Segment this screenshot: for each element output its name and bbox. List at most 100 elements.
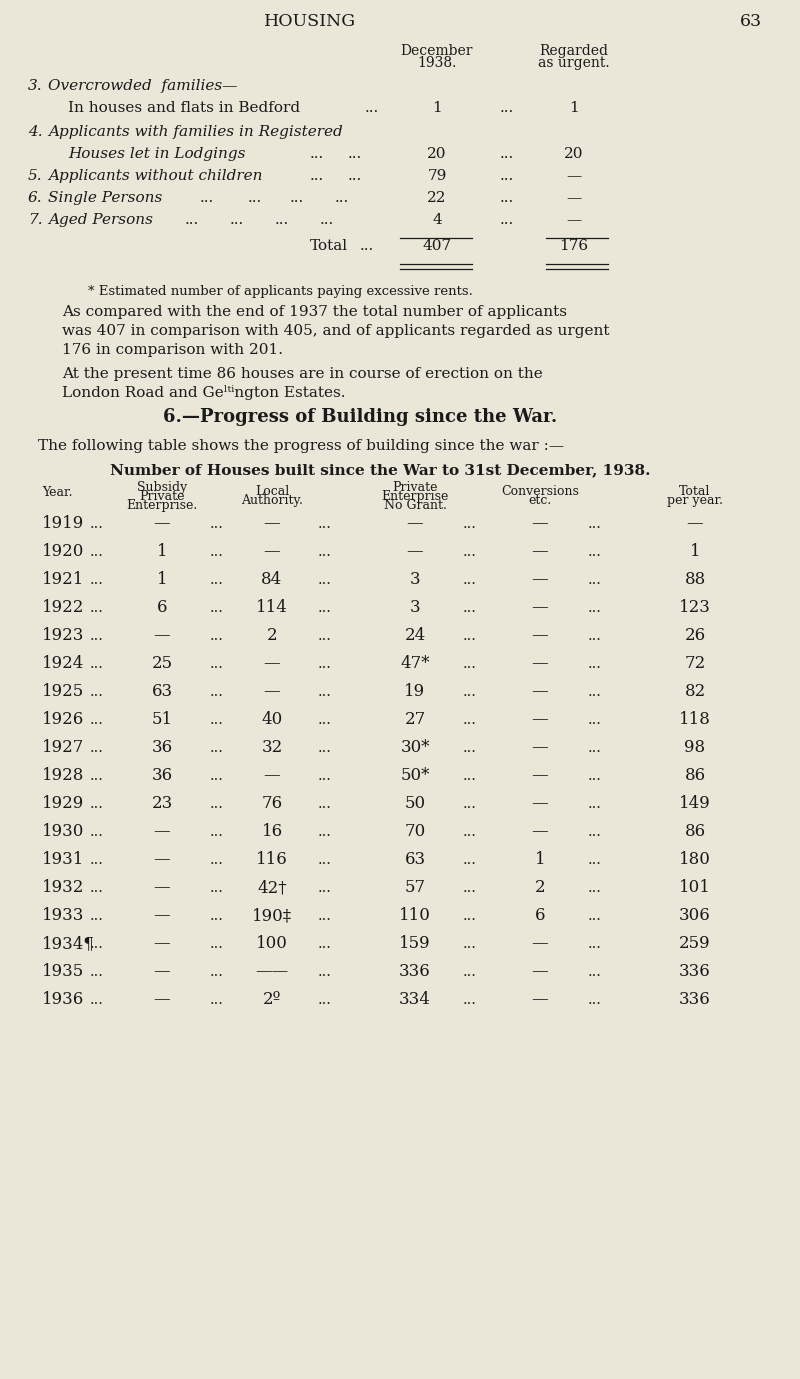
Text: ...: ... <box>463 656 477 672</box>
Text: —: — <box>532 683 548 701</box>
Text: 42†: 42† <box>257 878 287 896</box>
Text: —: — <box>532 712 548 728</box>
Text: ...: ... <box>318 881 332 895</box>
Text: ...: ... <box>318 713 332 727</box>
Text: ...: ... <box>90 741 104 754</box>
Text: ...: ... <box>335 192 350 205</box>
Text: Private: Private <box>139 490 185 503</box>
Text: 16: 16 <box>262 823 282 840</box>
Text: ...: ... <box>90 797 104 811</box>
Text: ...: ... <box>210 574 224 587</box>
Text: ...: ... <box>588 629 602 643</box>
Text: 3.: 3. <box>28 79 42 92</box>
Text: Houses let in Lodgings: Houses let in Lodgings <box>68 148 246 161</box>
Text: 50*: 50* <box>400 767 430 785</box>
Text: In houses and flats in Bedford: In houses and flats in Bedford <box>68 101 300 114</box>
Text: 1: 1 <box>569 101 579 114</box>
Text: ...: ... <box>210 854 224 867</box>
Text: Applicants without children: Applicants without children <box>48 170 262 183</box>
Text: 176: 176 <box>559 239 589 252</box>
Text: 82: 82 <box>684 683 706 701</box>
Text: 1: 1 <box>534 851 546 867</box>
Text: ...: ... <box>463 769 477 783</box>
Text: ...: ... <box>318 797 332 811</box>
Text: 4: 4 <box>432 212 442 228</box>
Text: ...: ... <box>318 629 332 643</box>
Text: 6.: 6. <box>28 192 42 205</box>
Text: ...: ... <box>588 769 602 783</box>
Text: ...: ... <box>320 212 334 228</box>
Text: ...: ... <box>90 656 104 672</box>
Text: ...: ... <box>210 629 224 643</box>
Text: 32: 32 <box>262 739 282 756</box>
Text: 336: 336 <box>679 963 711 980</box>
Text: —: — <box>532 963 548 980</box>
Text: ...: ... <box>463 881 477 895</box>
Text: ...: ... <box>210 881 224 895</box>
Text: Single Persons: Single Persons <box>48 192 162 205</box>
Text: Total: Total <box>679 485 710 498</box>
Text: ...: ... <box>588 545 602 558</box>
Text: —: — <box>264 543 280 560</box>
Text: ...: ... <box>210 909 224 923</box>
Text: —: — <box>154 935 170 952</box>
Text: 70: 70 <box>404 823 426 840</box>
Text: 86: 86 <box>685 767 706 785</box>
Text: Applicants with families in Registered: Applicants with families in Registered <box>48 125 342 139</box>
Text: —: — <box>532 823 548 840</box>
Text: ...: ... <box>90 881 104 895</box>
Text: ...: ... <box>588 797 602 811</box>
Text: 25: 25 <box>151 655 173 672</box>
Text: ...: ... <box>500 148 514 161</box>
Text: ...: ... <box>318 545 332 558</box>
Text: 63: 63 <box>740 12 762 30</box>
Text: Year.: Year. <box>42 485 73 499</box>
Text: ——: —— <box>255 963 289 980</box>
Text: —: — <box>264 655 280 672</box>
Text: 2: 2 <box>266 627 278 644</box>
Text: ...: ... <box>210 545 224 558</box>
Text: ...: ... <box>463 797 477 811</box>
Text: —: — <box>264 683 280 701</box>
Text: ...: ... <box>588 713 602 727</box>
Text: 88: 88 <box>684 571 706 587</box>
Text: Conversions: Conversions <box>501 485 579 498</box>
Text: 51: 51 <box>151 712 173 728</box>
Text: 1938.: 1938. <box>418 57 457 70</box>
Text: ...: ... <box>500 212 514 228</box>
Text: was 407 in comparison with 405, and of applicants regarded as urgent: was 407 in comparison with 405, and of a… <box>62 324 610 338</box>
Text: ...: ... <box>463 854 477 867</box>
Text: 2: 2 <box>534 878 546 896</box>
Text: ...: ... <box>463 601 477 615</box>
Text: ...: ... <box>348 148 362 161</box>
Text: ...: ... <box>90 685 104 699</box>
Text: 86: 86 <box>685 823 706 840</box>
Text: 1928: 1928 <box>42 767 84 785</box>
Text: 101: 101 <box>679 878 711 896</box>
Text: ...: ... <box>210 769 224 783</box>
Text: ...: ... <box>463 574 477 587</box>
Text: ...: ... <box>463 965 477 979</box>
Text: ...: ... <box>275 212 290 228</box>
Text: 1923: 1923 <box>42 627 84 644</box>
Text: ...: ... <box>588 741 602 754</box>
Text: 47*: 47* <box>400 655 430 672</box>
Text: ...: ... <box>90 574 104 587</box>
Text: ...: ... <box>310 170 324 183</box>
Text: Aged Persons: Aged Persons <box>48 212 153 228</box>
Text: ...: ... <box>360 239 374 252</box>
Text: 1925: 1925 <box>42 683 84 701</box>
Text: Total: Total <box>310 239 348 252</box>
Text: 6: 6 <box>157 598 167 616</box>
Text: 114: 114 <box>256 598 288 616</box>
Text: ...: ... <box>210 825 224 838</box>
Text: 1: 1 <box>690 543 700 560</box>
Text: 7.: 7. <box>28 212 42 228</box>
Text: ...: ... <box>588 517 602 531</box>
Text: 1: 1 <box>432 101 442 114</box>
Text: —: — <box>532 796 548 812</box>
Text: ...: ... <box>318 517 332 531</box>
Text: ...: ... <box>210 741 224 754</box>
Text: —: — <box>154 627 170 644</box>
Text: ...: ... <box>90 713 104 727</box>
